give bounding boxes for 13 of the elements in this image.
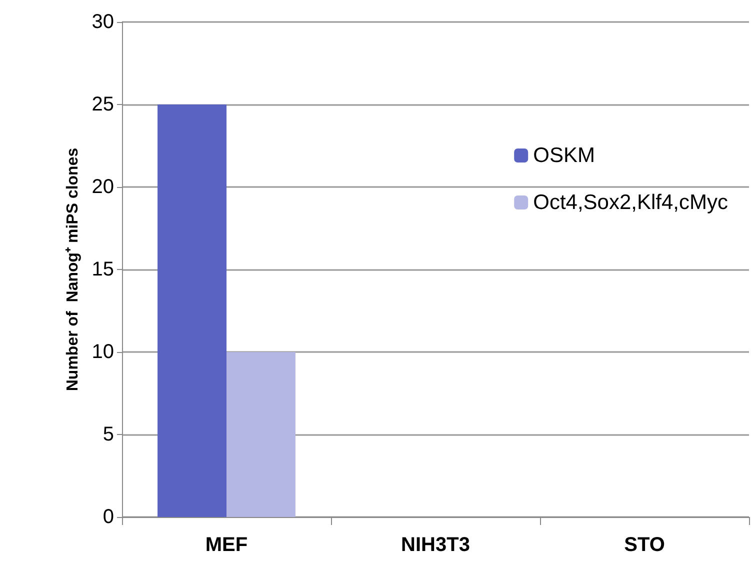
x-tick-label: NIH3T3 <box>401 534 470 556</box>
y-axis-title: Number of Nanog⁺ miPS clones <box>64 148 82 392</box>
y-tick-label: 15 <box>92 258 114 280</box>
legend-label: Oct4,Sox2,Klf4,cMyc <box>533 191 728 214</box>
y-tick-label: 5 <box>102 424 114 446</box>
y-tick-label: 20 <box>92 176 114 198</box>
y-tick-label: 0 <box>102 506 114 528</box>
y-tick-label: 25 <box>92 94 114 116</box>
x-tick-label: STO <box>624 534 665 556</box>
y-tick-label: 10 <box>92 341 114 363</box>
y-tick-label: 30 <box>92 11 114 33</box>
legend-label: OSKM <box>533 144 595 167</box>
x-tick-label: MEF <box>205 534 248 556</box>
